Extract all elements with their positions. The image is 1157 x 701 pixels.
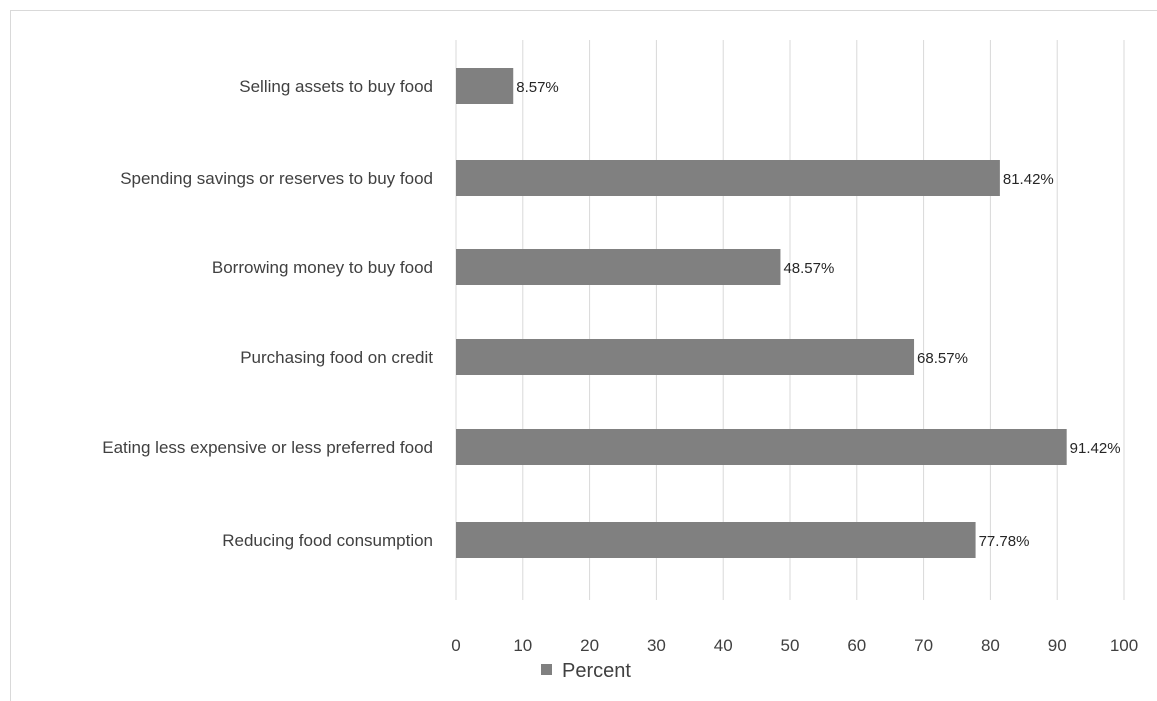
x-tick-label: 80 <box>981 636 1000 655</box>
x-tick-label: 50 <box>781 636 800 655</box>
x-tick-label: 40 <box>714 636 733 655</box>
data-labels: 8.57% 81.42% 48.57% 68.57% 91.42% 77.78% <box>516 79 1120 550</box>
bar-value-label: 81.42% <box>1003 171 1054 188</box>
x-tick-label: 90 <box>1048 636 1067 655</box>
bars <box>456 68 1067 558</box>
x-tick-label: 0 <box>451 636 460 655</box>
bar <box>456 160 1000 196</box>
bar-value-label: 68.57% <box>917 350 968 367</box>
x-tick-label: 30 <box>647 636 666 655</box>
category-label: Borrowing money to buy food <box>212 258 433 277</box>
bar <box>456 339 915 375</box>
chart-frame <box>10 10 1157 701</box>
bar-value-label: 77.78% <box>979 533 1030 550</box>
x-tick-label: 60 <box>847 636 866 655</box>
x-axis-ticks: 0 10 20 30 40 50 60 70 80 90 100 <box>451 636 1138 655</box>
category-label: Eating less expensive or less preferred … <box>102 438 433 457</box>
bar <box>456 429 1067 465</box>
bar <box>456 522 976 558</box>
category-label: Reducing food consumption <box>222 531 433 550</box>
gridlines <box>455 40 1125 600</box>
legend-label: Percent <box>562 660 631 682</box>
category-labels: Selling assets to buy food Spending savin… <box>102 77 433 550</box>
category-label: Purchasing food on credit <box>240 348 433 367</box>
category-label: Selling assets to buy food <box>239 77 433 96</box>
bar-value-label: 8.57% <box>516 79 559 96</box>
x-tick-label: 100 <box>1110 636 1138 655</box>
bar <box>456 249 781 285</box>
bar-value-label: 48.57% <box>783 260 834 277</box>
bar-value-label: 91.42% <box>1070 440 1121 457</box>
legend-swatch <box>541 664 552 675</box>
x-tick-label: 70 <box>914 636 933 655</box>
x-tick-label: 10 <box>513 636 532 655</box>
category-label: Spending savings or reserves to buy food <box>120 169 433 188</box>
bar <box>456 68 514 104</box>
x-tick-label: 20 <box>580 636 599 655</box>
legend: Percent <box>541 660 631 682</box>
